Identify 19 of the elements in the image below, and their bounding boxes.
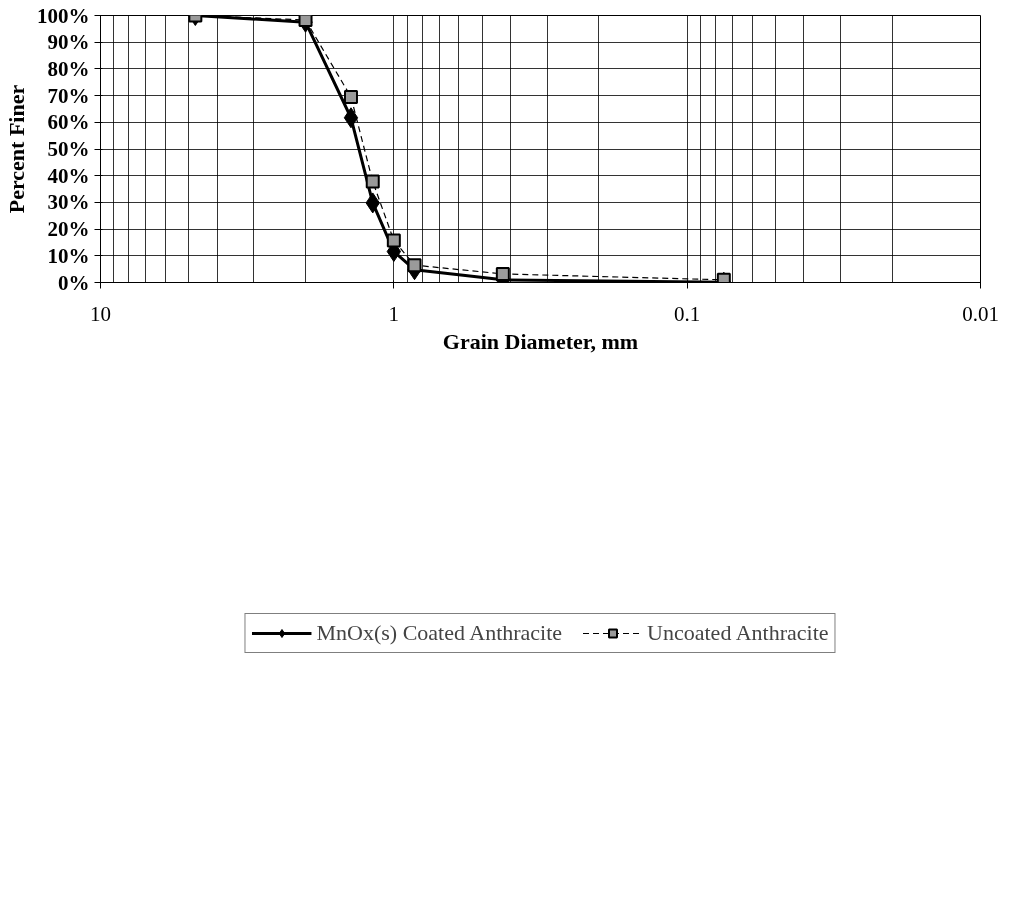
y-tick-label: 0%	[58, 270, 90, 295]
y-tick-label: 50%	[47, 137, 90, 161]
x-axis-title: Grain Diameter, mm	[442, 328, 639, 354]
y-axis-title: Percent Finer	[4, 84, 29, 214]
y-tick-label: 40%	[47, 163, 90, 188]
y-tick-label: 20%	[47, 217, 90, 242]
x-tick-label: 0.01	[962, 301, 999, 326]
y-tick-label: 70%	[47, 83, 90, 108]
y-tick-label: 90%	[47, 30, 90, 55]
legend-label: Uncoated Anthracite	[647, 620, 829, 646]
y-tick-label: 100%	[37, 3, 90, 28]
legend-label: MnOx(s) Coated Anthracite	[316, 620, 563, 646]
x-tick-label: 0.1	[674, 301, 701, 326]
x-tick-label: 1	[388, 301, 400, 326]
y-tick-label: 60%	[47, 110, 90, 135]
y-tick-label: 10%	[47, 243, 90, 268]
x-tick-label: 10	[90, 301, 111, 326]
y-tick-label: 30%	[47, 190, 90, 215]
y-tick-label: 80%	[47, 56, 90, 81]
